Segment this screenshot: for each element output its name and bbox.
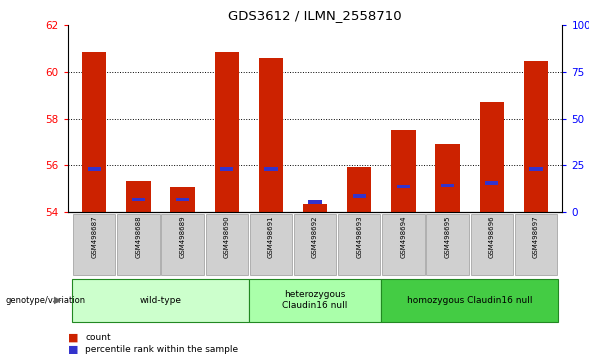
Text: percentile rank within the sample: percentile rank within the sample: [85, 345, 239, 354]
Text: wild-type: wild-type: [140, 296, 181, 304]
Text: homozygous Claudin16 null: homozygous Claudin16 null: [407, 296, 532, 304]
Bar: [485, 181, 498, 185]
Bar: [441, 184, 454, 187]
Bar: [88, 167, 101, 171]
Bar: [170, 187, 195, 212]
Bar: [126, 181, 151, 212]
FancyBboxPatch shape: [73, 214, 115, 275]
Text: GSM498691: GSM498691: [268, 216, 274, 258]
Bar: [530, 167, 542, 171]
Text: GSM498687: GSM498687: [91, 216, 97, 258]
Text: GSM498694: GSM498694: [401, 216, 406, 258]
Text: GSM498693: GSM498693: [356, 216, 362, 258]
Text: GSM498689: GSM498689: [180, 216, 186, 258]
Bar: [347, 167, 372, 212]
FancyBboxPatch shape: [338, 214, 380, 275]
Bar: [524, 61, 548, 212]
Bar: [264, 167, 277, 171]
Bar: [214, 52, 239, 212]
Bar: [132, 198, 145, 201]
Text: heterozygous
Claudin16 null: heterozygous Claudin16 null: [283, 290, 348, 310]
Bar: [303, 204, 327, 212]
FancyBboxPatch shape: [471, 214, 513, 275]
Bar: [353, 194, 366, 198]
Text: GSM498692: GSM498692: [312, 216, 318, 258]
Title: GDS3612 / ILMN_2558710: GDS3612 / ILMN_2558710: [229, 9, 402, 22]
FancyBboxPatch shape: [161, 214, 204, 275]
Text: count: count: [85, 333, 111, 342]
FancyBboxPatch shape: [294, 214, 336, 275]
Bar: [391, 130, 416, 212]
Text: GSM498688: GSM498688: [135, 216, 141, 258]
Bar: [309, 200, 322, 204]
Text: GSM498695: GSM498695: [445, 216, 451, 258]
Text: ■: ■: [68, 344, 78, 354]
FancyBboxPatch shape: [426, 214, 469, 275]
Text: ■: ■: [68, 332, 78, 342]
FancyBboxPatch shape: [382, 214, 425, 275]
FancyBboxPatch shape: [206, 214, 248, 275]
Bar: [259, 58, 283, 212]
FancyBboxPatch shape: [117, 214, 160, 275]
Bar: [479, 102, 504, 212]
Bar: [176, 198, 189, 201]
FancyBboxPatch shape: [249, 279, 382, 321]
Text: GSM498697: GSM498697: [533, 216, 539, 258]
Bar: [435, 144, 460, 212]
FancyBboxPatch shape: [382, 279, 558, 321]
Text: genotype/variation: genotype/variation: [6, 296, 86, 304]
FancyBboxPatch shape: [250, 214, 292, 275]
FancyBboxPatch shape: [515, 214, 557, 275]
FancyBboxPatch shape: [72, 279, 249, 321]
Bar: [82, 52, 107, 212]
Text: GSM498690: GSM498690: [224, 216, 230, 258]
Text: ▶: ▶: [54, 295, 61, 305]
Bar: [220, 167, 233, 171]
Bar: [397, 185, 410, 188]
Text: GSM498696: GSM498696: [489, 216, 495, 258]
